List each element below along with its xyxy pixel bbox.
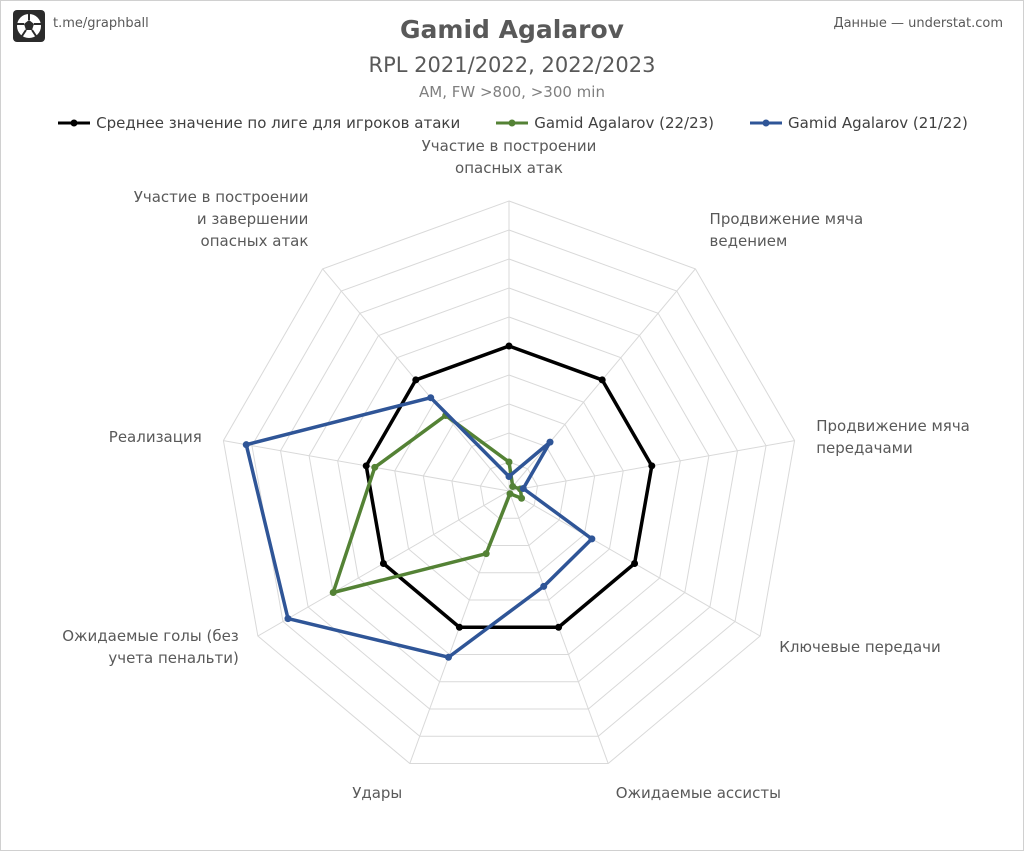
- legend-item-league-average[interactable]: Среднее значение по лиге для игроков ата…: [56, 114, 460, 132]
- series-2-point-3: [588, 535, 596, 543]
- grid-ring: [337, 316, 681, 656]
- legend-swatch-black: [58, 119, 91, 127]
- chart-subtitle: RPL 2021/2022, 2022/2023: [368, 53, 656, 77]
- legend-label: Среднее значение по лиге для игроков ата…: [96, 114, 461, 132]
- series-line-1: [331, 413, 524, 595]
- series-1-point-1: [509, 483, 517, 491]
- series-2-point-2: [519, 484, 527, 492]
- series-1-point-7: [371, 463, 379, 471]
- chart-title: Gamid Agalarov: [400, 15, 624, 44]
- axis-label: Участие в построении опасных атак: [422, 137, 597, 177]
- series-2-point-6: [284, 615, 292, 623]
- series-0-point-8: [412, 376, 420, 384]
- series-0-point-4: [555, 623, 563, 631]
- series-2-point-1: [546, 438, 554, 446]
- series-line-2: [244, 395, 594, 659]
- source-link-left[interactable]: t.me/graphball: [53, 16, 149, 31]
- series-0-point-1: [598, 376, 606, 384]
- axis-label: Продвижение мяча ведением: [710, 210, 864, 250]
- legend-swatch-green: [496, 119, 529, 127]
- grid-ring: [451, 432, 567, 547]
- data-source-credit: Данные — understat.com: [833, 16, 1003, 31]
- grid-ring: [422, 403, 596, 574]
- legend-item-2122[interactable]: Gamid Agalarov (21/22): [748, 114, 968, 132]
- series-0-point-5: [455, 623, 463, 631]
- series-1-point-6: [329, 589, 337, 596]
- series-0-point-0: [505, 342, 513, 350]
- series-2-point-7: [242, 441, 250, 449]
- series-1-point-0: [505, 458, 513, 466]
- grid-ring: [222, 200, 796, 765]
- series-1-point-4: [506, 490, 514, 498]
- chart-filter-caption: AM, FW >800, >300 min: [419, 83, 605, 101]
- series-0-point-7: [362, 462, 370, 470]
- series-1-point-3: [518, 494, 526, 502]
- series-2-point-8: [427, 394, 435, 402]
- grid-ring: [251, 229, 767, 737]
- football-logo-icon: [13, 10, 45, 42]
- grid-ring: [479, 461, 539, 519]
- legend: Среднее значение по лиге для игроков ата…: [1, 114, 1023, 132]
- axis-label: Участие в построении и завершении опасных …: [134, 188, 309, 250]
- series-0-point-2: [648, 462, 656, 470]
- axis-label: Ключевые передачи: [779, 638, 941, 656]
- series-0-point-3: [631, 560, 639, 567]
- legend-label: Gamid Agalarov (22/23): [534, 114, 715, 132]
- series-1-point-5: [482, 550, 490, 558]
- grid-ring: [280, 258, 738, 710]
- series-0-point-6: [379, 560, 387, 567]
- legend-label: Gamid Agalarov (21/22): [788, 114, 968, 132]
- axis-label: Удары: [352, 784, 402, 802]
- legend-item-2223[interactable]: Gamid Agalarov (22/23): [494, 114, 714, 132]
- legend-swatch-blue: [750, 119, 783, 127]
- series-2-point-0: [505, 473, 513, 480]
- series-2-point-5: [444, 653, 452, 661]
- axis-label: Продвижение мяча передачами: [816, 417, 970, 457]
- axis-label: Реализация: [109, 428, 202, 446]
- axis-label: Ожидаемые ассисты: [616, 784, 781, 802]
- series-line-0: [364, 344, 654, 630]
- series-2-point-4: [540, 582, 548, 590]
- axis-label: Ожидаемые голы (без учета пенальти): [62, 627, 239, 667]
- grid-ring: [308, 287, 710, 683]
